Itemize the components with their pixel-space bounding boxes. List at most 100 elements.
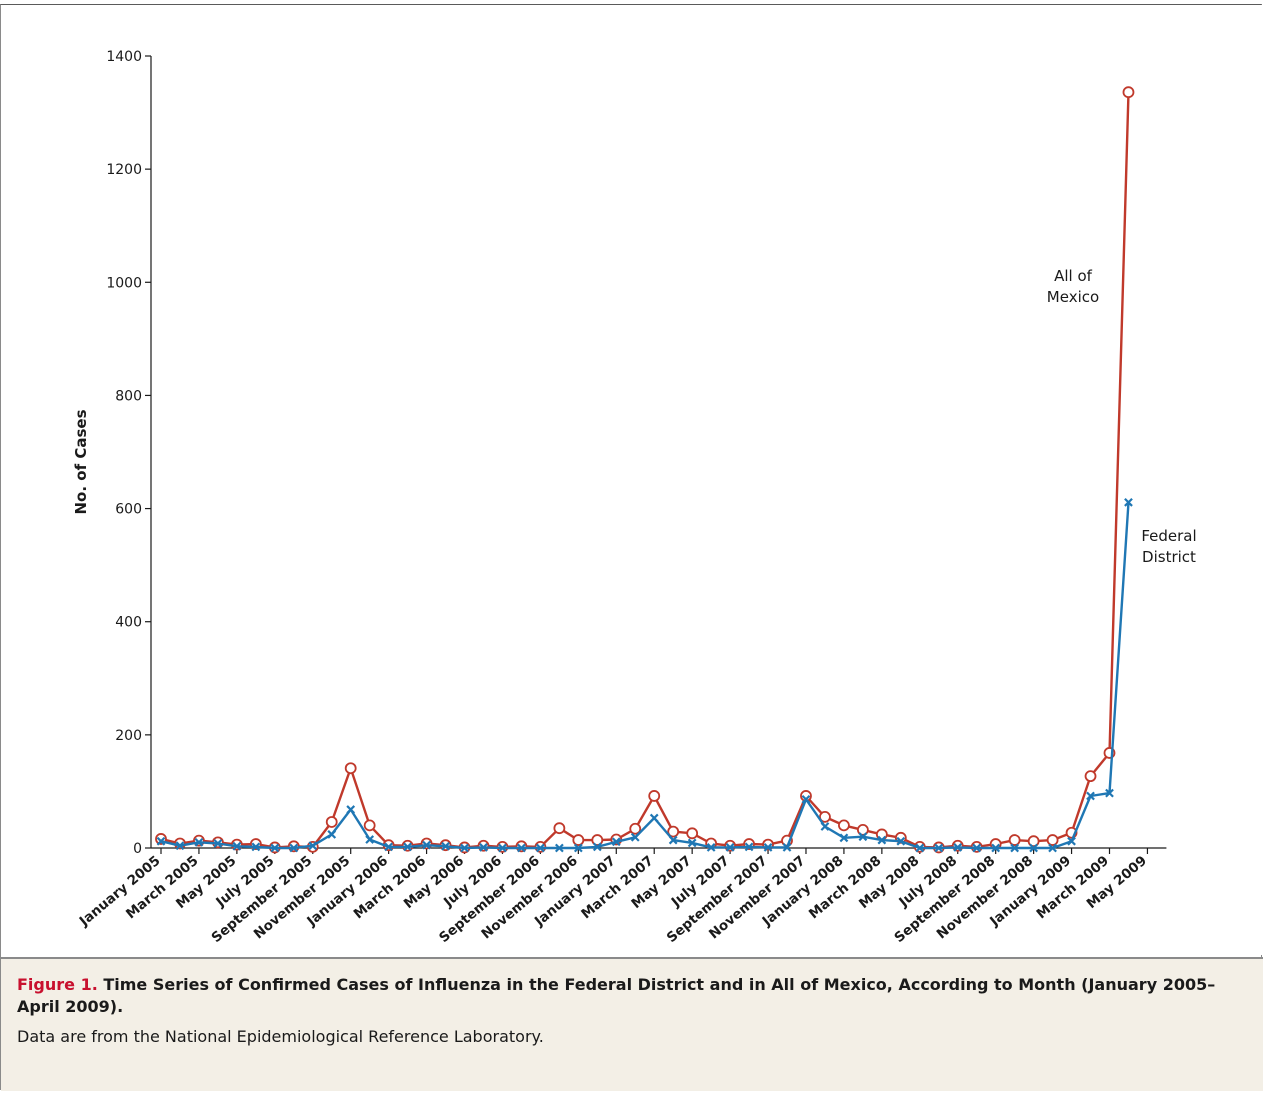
- y-tick-label: 1400: [106, 49, 142, 65]
- data-point: [1067, 836, 1076, 846]
- data-point: [856, 823, 869, 836]
- data-point: [325, 816, 338, 828]
- data-point: [287, 840, 300, 853]
- data-point: [1124, 497, 1133, 507]
- data-point: [363, 819, 376, 832]
- data-point: [346, 805, 356, 814]
- data-point: [251, 842, 261, 852]
- data-point: [572, 834, 585, 846]
- data-point: [1008, 834, 1021, 846]
- data-point: [839, 833, 849, 843]
- data-point: [554, 843, 564, 853]
- data-point: [1105, 788, 1114, 798]
- data-point: [365, 835, 375, 844]
- data-point: [934, 843, 944, 853]
- data-point: [1048, 843, 1057, 853]
- y-axis: 0 200 400 600 800 1000 1200 1400: [106, 49, 152, 857]
- data-point: [344, 762, 357, 775]
- data-point: [819, 810, 831, 823]
- line-chart: 0 200 400 600 800 1000 1200 1400 January 2005Ma…: [72, 49, 1197, 946]
- data-point: [629, 822, 642, 835]
- data-point: [763, 843, 773, 852]
- y-tick-label: 1200: [106, 162, 142, 178]
- data-point: [1086, 791, 1095, 801]
- series-line: [160, 92, 1130, 849]
- y-tick-label: 0: [133, 841, 142, 857]
- data-point: [573, 843, 583, 853]
- data-point: [175, 841, 185, 851]
- data-point: [951, 839, 964, 852]
- data-point: [724, 839, 736, 852]
- data-point: [687, 838, 697, 848]
- data-point: [270, 843, 280, 853]
- data-point: [194, 837, 204, 847]
- data-point: [460, 843, 469, 853]
- data-point: [1010, 843, 1020, 853]
- data-point: [649, 813, 659, 823]
- data-point: [156, 836, 166, 846]
- data-point: [1029, 843, 1038, 853]
- y-tick-label: 600: [115, 502, 142, 518]
- data-point: [630, 832, 640, 842]
- data-point: [972, 843, 982, 853]
- data-point: [668, 835, 678, 845]
- data-point: [838, 819, 850, 832]
- data-point: [498, 843, 507, 853]
- series-annotation: Federal: [1141, 527, 1196, 545]
- data-point: [553, 822, 566, 835]
- data-point: [536, 843, 545, 853]
- data-point: [820, 822, 830, 831]
- series-annotation: Mexico: [1047, 288, 1099, 306]
- data-point: [686, 827, 699, 840]
- series-federal-district: [156, 497, 1133, 853]
- data-point: [858, 832, 868, 842]
- data-point: [1084, 770, 1097, 783]
- series-layer: [155, 86, 1135, 854]
- caption-note: Data are from the National Epidemiologic…: [17, 1027, 544, 1046]
- data-point: [592, 842, 602, 852]
- data-point: [706, 843, 716, 852]
- data-point: [1027, 835, 1040, 848]
- data-point: [289, 843, 299, 853]
- data-point: [782, 843, 792, 852]
- data-point: [193, 834, 205, 847]
- data-point: [953, 843, 963, 852]
- data-point: [801, 794, 811, 804]
- series-all-of-mexico: [155, 86, 1135, 854]
- data-point: [479, 843, 488, 852]
- data-point: [896, 836, 906, 846]
- data-point: [744, 842, 754, 852]
- data-point: [611, 837, 621, 847]
- data-point: [232, 841, 242, 851]
- data-point: [403, 842, 412, 852]
- data-point: [667, 825, 680, 838]
- series-line: [160, 502, 1130, 850]
- caption-box: Figure 1. Time Series of Confirmed Cases…: [1, 957, 1263, 1091]
- annotation-layer: All of Mexico Federal District: [1047, 267, 1197, 566]
- data-point: [515, 840, 528, 853]
- y-tick-label: 200: [115, 728, 142, 744]
- series-annotation: District: [1142, 548, 1196, 566]
- data-point: [725, 843, 735, 852]
- data-point: [517, 843, 526, 853]
- data-point: [1046, 834, 1059, 846]
- data-point: [308, 841, 318, 851]
- data-point: [877, 835, 887, 845]
- y-tick-label: 1000: [106, 275, 142, 291]
- data-point: [327, 830, 337, 839]
- y-tick-label: 400: [115, 615, 142, 631]
- data-point: [915, 843, 925, 853]
- figure-label: Figure 1.: [17, 975, 98, 994]
- y-axis-label: No. of Cases: [72, 409, 90, 514]
- data-point: [1122, 86, 1135, 99]
- chart-area: 0 200 400 600 800 1000 1200 1400 January 2005 Ma…: [1, 5, 1263, 955]
- data-point: [422, 840, 431, 850]
- figure-frame: 0 200 400 600 800 1000 1200 1400 January 2005 Ma…: [0, 4, 1263, 1091]
- data-point: [384, 842, 394, 852]
- data-point: [648, 790, 661, 802]
- caption-title: Figure 1. Time Series of Confirmed Cases…: [17, 974, 1247, 1018]
- series-annotation: All of: [1054, 267, 1093, 285]
- y-tick-label: 800: [115, 388, 142, 404]
- figure-title: Time Series of Confirmed Cases of Influe…: [17, 975, 1216, 1016]
